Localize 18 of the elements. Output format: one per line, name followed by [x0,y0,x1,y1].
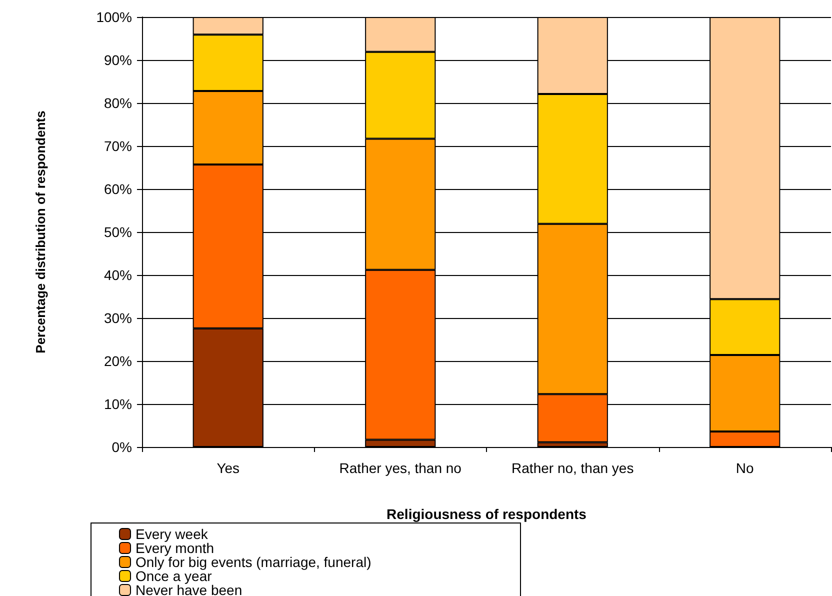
y-tick-label: 100% [96,9,132,25]
y-tick-label: 70% [104,138,132,154]
y-tick-label: 40% [104,267,132,283]
y-tick-label: 60% [104,181,132,197]
x-tick-label: Rather yes, than no [339,460,462,476]
x-tick-label: No [736,460,754,476]
x-tick-label: Rather no, than yes [512,460,634,476]
y-tick-label: 10% [104,396,132,412]
legend-label: Every week [136,526,209,542]
y-tick-label: 0% [112,439,132,455]
y-tick-label: 50% [104,224,132,240]
x-axis-title: Religiousness of respondents [386,506,587,522]
y-tick-label: 90% [104,52,132,68]
x-tick-label: Yes [216,460,240,476]
y-axis-title: Percentage distribution of respondents [33,110,48,354]
y-tick-label: 20% [104,353,132,369]
y-tick-label: 30% [104,310,132,326]
y-tick-label: 80% [104,95,132,111]
